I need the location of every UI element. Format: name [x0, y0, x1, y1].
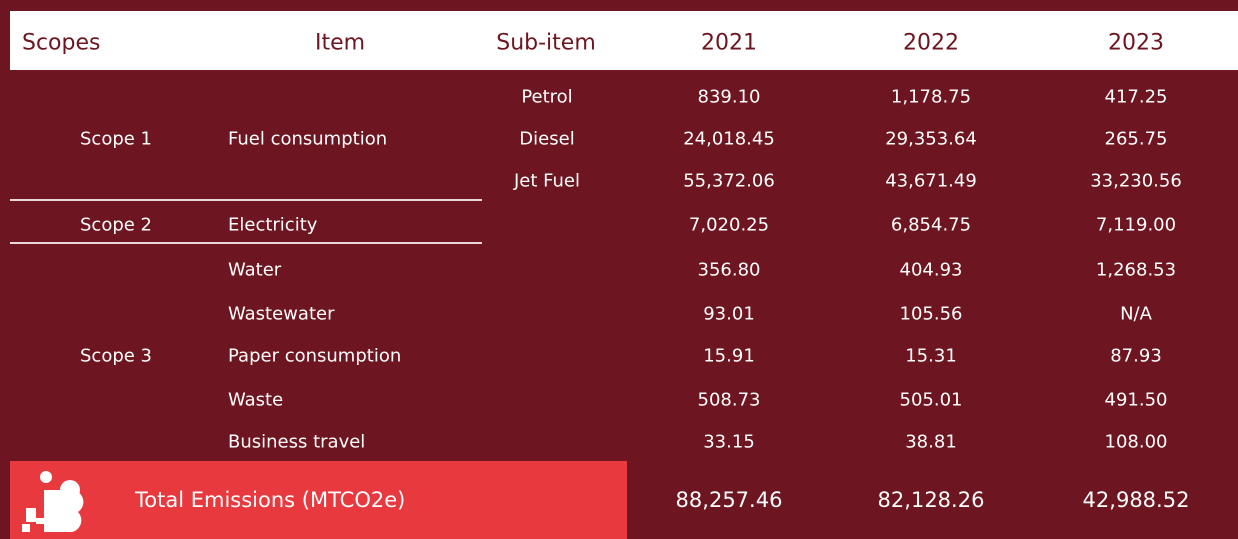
- value-cell: 356.80: [697, 259, 761, 281]
- value-cell: 1,178.75: [890, 86, 972, 108]
- scope-label: Scope 1: [79, 128, 153, 150]
- value-cell: 108.00: [1104, 431, 1168, 453]
- value-cell: 93.01: [703, 303, 755, 325]
- value-cell: N/A: [1120, 303, 1152, 325]
- value-cell: 29,353.64: [885, 128, 977, 150]
- header-cell: Scopes: [22, 30, 101, 56]
- value-cell: 33.15: [703, 431, 755, 453]
- value-cell: 43,671.49: [885, 170, 977, 192]
- separator: [10, 199, 482, 201]
- item-label: Electricity: [228, 214, 318, 236]
- value-cell: 33,230.56: [1090, 170, 1182, 192]
- value-cell: 7,119.00: [1095, 214, 1177, 236]
- sub-item-label: Diesel: [519, 128, 575, 150]
- value-cell: 505.01: [899, 389, 963, 411]
- item-label: Wastewater: [228, 303, 335, 325]
- value-cell: 38.81: [905, 431, 957, 453]
- item-label: Paper consumption: [228, 345, 402, 367]
- value-cell: 265.75: [1104, 128, 1168, 150]
- value-cell: 508.73: [697, 389, 761, 411]
- item-label: Waste: [228, 389, 284, 411]
- header-cell: 2023: [1108, 30, 1164, 56]
- total-label: Total Emissions (MTCO2e): [135, 488, 406, 512]
- separator: [10, 242, 482, 244]
- value-cell: 87.93: [1110, 345, 1162, 367]
- value-cell: 417.25: [1104, 86, 1168, 108]
- value-cell: 404.93: [899, 259, 963, 281]
- total-value: 42,988.52: [1082, 488, 1190, 512]
- item-label: Water: [228, 259, 282, 281]
- total-label-box: [10, 461, 627, 539]
- total-value: 88,257.46: [675, 488, 783, 512]
- sub-item-label: Jet Fuel: [513, 170, 581, 192]
- emissions-icon: [22, 471, 84, 532]
- value-cell: 15.91: [703, 345, 755, 367]
- value-cell: 105.56: [899, 303, 963, 325]
- value-cell: 491.50: [1104, 389, 1168, 411]
- value-cell: 15.31: [905, 345, 957, 367]
- header-cell: 2021: [701, 30, 757, 56]
- header-row: [10, 11, 1238, 70]
- scope-label: Scope 3: [79, 345, 153, 367]
- sub-item-label: Petrol: [521, 86, 573, 108]
- value-cell: 7,020.25: [688, 214, 770, 236]
- header-cell: Item: [314, 30, 366, 56]
- item-label: Business travel: [228, 431, 366, 453]
- value-cell: 839.10: [697, 86, 761, 108]
- value-cell: 6,854.75: [890, 214, 972, 236]
- header-cell: 2022: [903, 30, 959, 56]
- total-value: 82,128.26: [877, 488, 985, 512]
- value-cell: 1,268.53: [1095, 259, 1177, 281]
- scope-label: Scope 2: [79, 214, 153, 236]
- value-cell: 24,018.45: [683, 128, 775, 150]
- item-label: Fuel consumption: [228, 128, 388, 150]
- header-cell: Sub-item: [496, 30, 596, 56]
- value-cell: 55,372.06: [683, 170, 775, 192]
